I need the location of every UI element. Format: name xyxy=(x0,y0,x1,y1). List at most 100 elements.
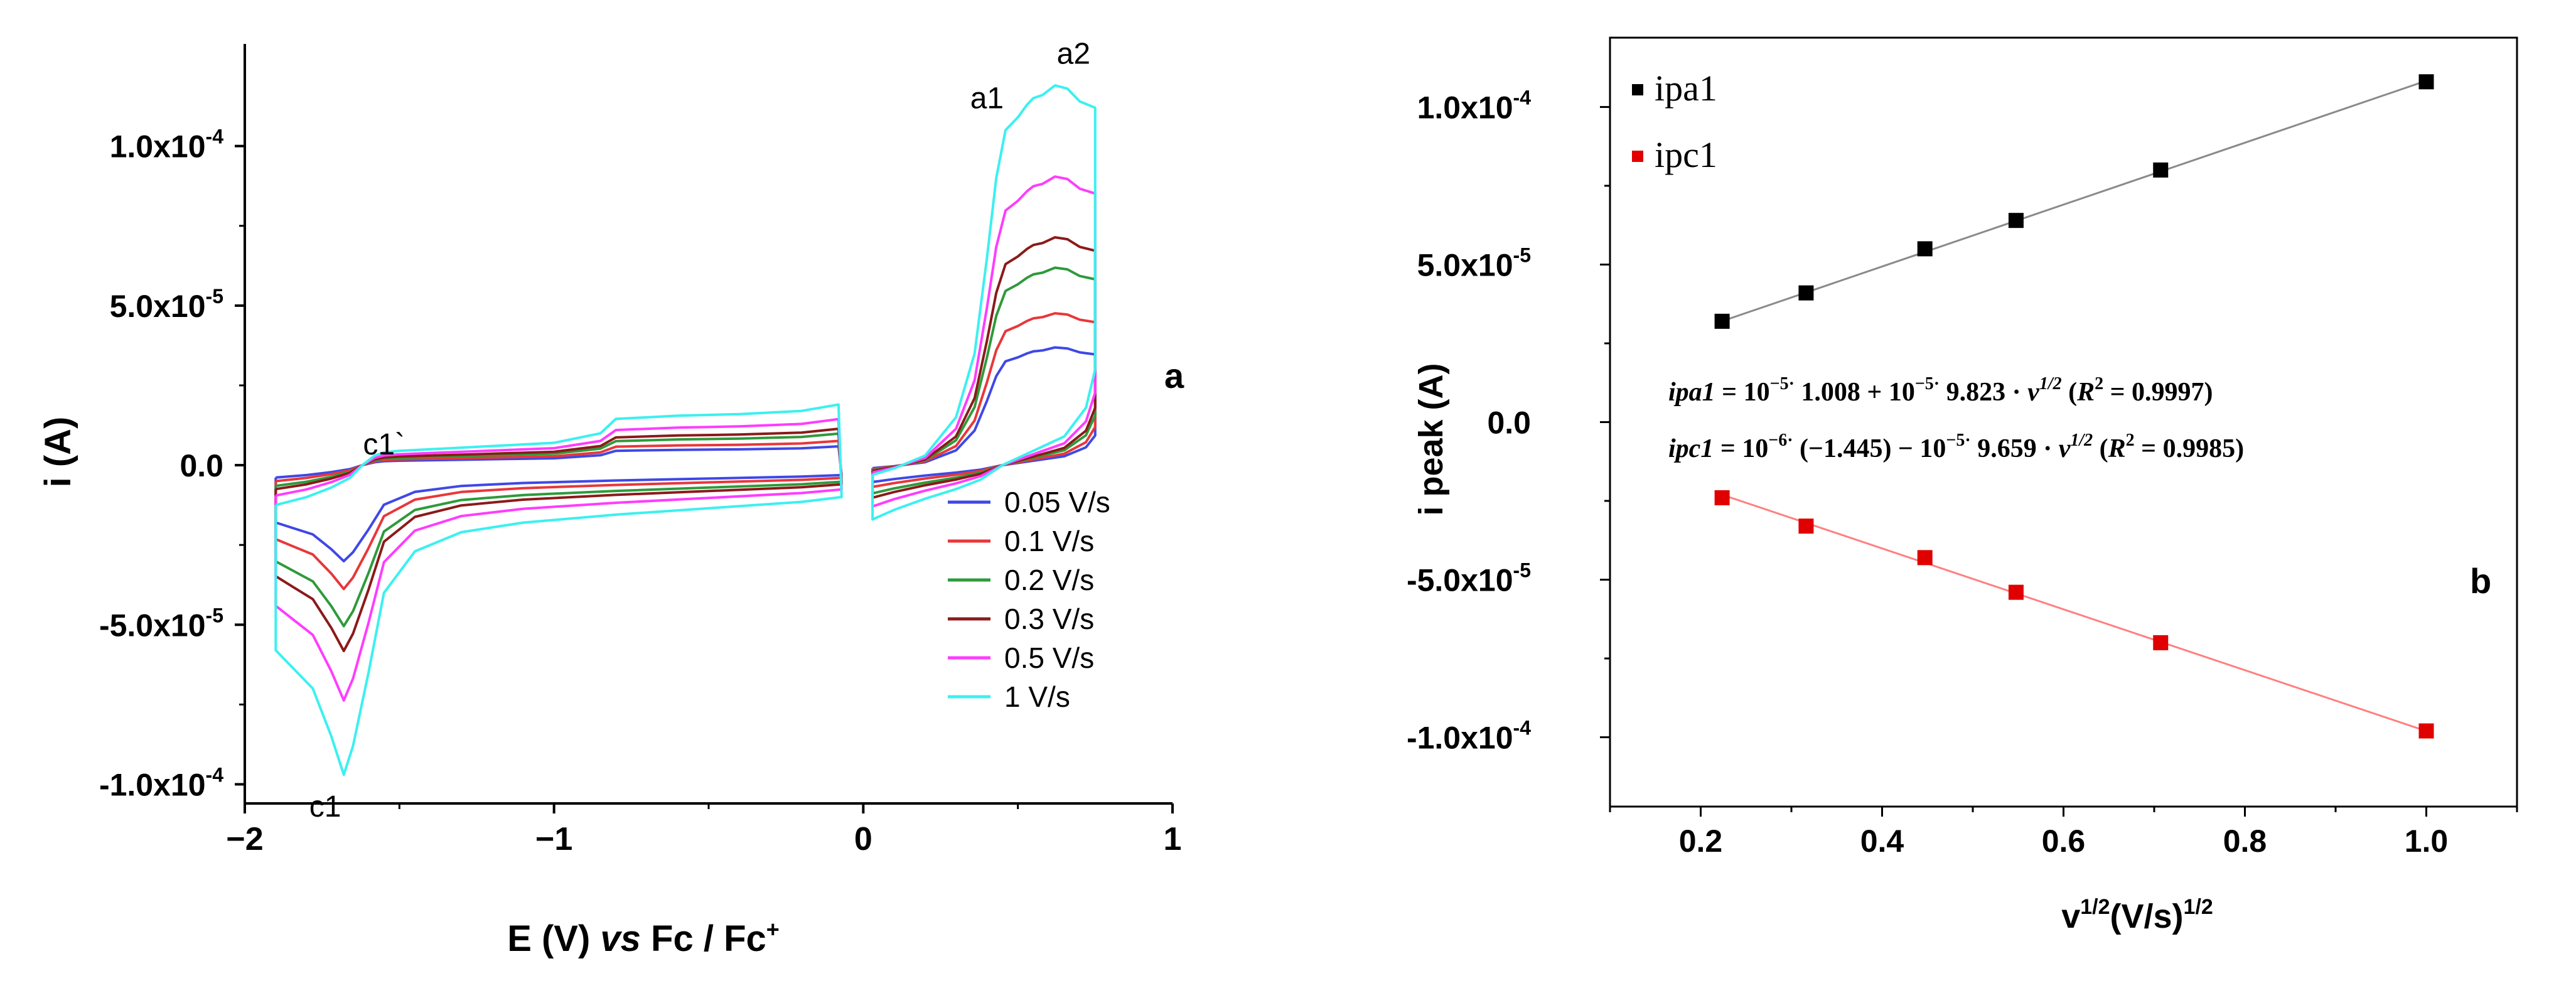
eq2-rval: = 0.9985) xyxy=(2135,434,2244,463)
equation-ipc1: ipc1 = 10−6· (−1.445) − 10−5· 9.659 · v1… xyxy=(1668,431,2244,463)
peak-y-tick-label: 1.0x10-4 xyxy=(1417,86,1532,125)
cv-x-tick-label: −2 xyxy=(226,821,263,857)
point-ipc1 xyxy=(2153,635,2169,650)
peak-x-title-main: v xyxy=(2061,898,2080,935)
legend-label: 0.3 V/s xyxy=(1004,603,1094,635)
eq2-exp1: −6· xyxy=(1768,431,1793,450)
eq1-eq: = 10 xyxy=(1715,378,1770,407)
eq1-vexp: 1/2 xyxy=(2039,374,2062,394)
eq2-m2: 9.659 · xyxy=(1971,434,2059,463)
cv-x-axis-title: E (V) vs Fc / Fc+ xyxy=(507,916,780,959)
eq2-r: R xyxy=(2108,434,2126,463)
fit-line-ipc1 xyxy=(1722,493,2427,733)
eq1-lhs: ipa1 xyxy=(1668,378,1715,407)
point-ipa1 xyxy=(2418,74,2434,90)
fit-line-ipa1 xyxy=(1722,80,2427,323)
peak-y-axis-title: i peak (A) xyxy=(1412,363,1450,515)
peak-x-tick-label: 0.4 xyxy=(1860,824,1904,859)
fit-lines xyxy=(1722,80,2427,733)
point-ipc1 xyxy=(1917,550,1933,566)
point-ipa1 xyxy=(1798,285,1814,301)
point-ipc1 xyxy=(2418,723,2434,739)
panel-label-b: b xyxy=(2470,561,2491,601)
data-points xyxy=(1714,74,2434,739)
legend-label-ipc1: ipc1 xyxy=(1655,134,1717,175)
point-ipa1 xyxy=(2153,162,2169,178)
eq1-exp2: −5· xyxy=(1915,374,1940,394)
legend-marker-ipc1 xyxy=(1632,151,1643,162)
eq1-m1: 1.008 + 10 xyxy=(1795,378,1915,407)
eq1-v: v xyxy=(2027,378,2040,407)
peak-x-tick-label: 0.2 xyxy=(1679,824,1723,859)
cv-panel: −2 −1 0 1 -1.0x10-4 -5.0x10-5 0.0 5.0x10-5 1.0x1… xyxy=(38,37,1184,959)
point-ipa1 xyxy=(2008,213,2024,228)
cv-y-tick-label: -5.0x10-5 xyxy=(99,604,223,643)
cv-curve-0-2-V-s-pos xyxy=(871,266,1097,495)
legend-label: 0.5 V/s xyxy=(1004,641,1094,674)
eq2-v: v xyxy=(2059,434,2071,463)
eq2-eq: = 10 xyxy=(1714,434,1768,463)
eq2-m1: (−1.445) − 10 xyxy=(1793,434,1946,463)
peak-label-a1: a1 xyxy=(970,82,1004,115)
peak-y-tick-label: 5.0x10-5 xyxy=(1417,244,1531,282)
eq1-rval: = 0.9997) xyxy=(2103,378,2213,407)
eq2-lhs: ipc1 xyxy=(1668,434,1714,463)
eq1-rexp: 2 xyxy=(2095,374,2103,394)
legend-marker-ipa1 xyxy=(1632,84,1643,95)
peak-axes: 0.2 0.4 0.6 0.8 1.0 -1.0x10-4 -5.0x10-5 0.0 5.0x… xyxy=(1407,86,2518,859)
cv-curve-0-05-V-s-pos xyxy=(871,346,1097,483)
eq2-exp2: −5· xyxy=(1946,431,1970,450)
peak-label-a2: a2 xyxy=(1057,37,1090,70)
peak-plot-border xyxy=(1609,36,2518,808)
peak-x-tick-label: 0.8 xyxy=(2223,824,2267,859)
cv-x-tick-label: 0 xyxy=(854,821,872,857)
cv-y-tick-label: 5.0x10-5 xyxy=(110,285,223,324)
point-ipa1 xyxy=(1714,313,1730,329)
peak-y-tick-label: -1.0x10-4 xyxy=(1407,717,1531,756)
cv-x-title-suffix: Fc / Fc xyxy=(641,918,766,959)
cv-curve-1-V-s-pos xyxy=(871,84,1097,521)
equation-ipa1: ipa1 = 10−5· 1.008 + 10−5· 9.823 · v1/2 … xyxy=(1668,374,2213,407)
peak-x-title-sup1: 1/2 xyxy=(2080,895,2110,919)
cv-legend: 0.05 V/s 0.1 V/s 0.2 V/s 0.3 V/s 0.5 V/s 1 V/… xyxy=(948,486,1110,713)
cv-curve-0-5-V-s-neg xyxy=(274,417,843,702)
peak-plot-frame xyxy=(1609,36,2518,808)
peak-x-tick-label: 0.6 xyxy=(2042,824,2086,859)
eq2-vexp: 1/2 xyxy=(2070,431,2093,450)
peak-label-c1: c1 xyxy=(309,790,341,824)
peak-label-c1-prime: c1` xyxy=(363,428,405,461)
legend-label: 0.05 V/s xyxy=(1004,486,1110,518)
peak-x-title-sup2: 1/2 xyxy=(2184,895,2213,919)
eq1-r: R xyxy=(2076,378,2095,407)
cv-curve-0-2-V-s-neg xyxy=(274,432,843,628)
point-ipc1 xyxy=(1714,490,1730,505)
legend-label: 1 V/s xyxy=(1004,680,1070,713)
cv-axes: −2 −1 0 1 -1.0x10-4 -5.0x10-5 0.0 5.0x10-5 1.0x1… xyxy=(99,44,1182,857)
peak-x-axis-title: v1/2(V/s)1/2 xyxy=(2061,895,2213,935)
cv-curve-0-5-V-s-pos xyxy=(871,175,1097,508)
cv-y-tick-label: 0.0 xyxy=(180,448,223,483)
cv-curve-1-V-s-neg xyxy=(274,403,843,776)
cv-x-tick-label: −1 xyxy=(535,821,572,857)
cv-x-tick-label: 1 xyxy=(1164,821,1182,857)
peak-current-panel: 0.2 0.4 0.6 0.8 1.0 -1.0x10-4 -5.0x10-5 0.0 5.0x… xyxy=(1407,36,2518,935)
cv-y-tick-label: -1.0x10-4 xyxy=(99,763,223,802)
peak-y-tick-label: 0.0 xyxy=(1487,405,1531,441)
point-ipc1 xyxy=(2008,584,2024,600)
legend-label: 0.2 V/s xyxy=(1004,564,1094,596)
eq1-m2: 9.823 · xyxy=(1940,378,2027,407)
cv-y-axis-title: i (A) xyxy=(38,417,78,488)
peak-y-tick-label: -5.0x10-5 xyxy=(1407,559,1531,598)
panel-label-a: a xyxy=(1164,356,1184,395)
eq1-exp1: −5· xyxy=(1770,374,1795,394)
cv-y-tick-label: 1.0x10-4 xyxy=(110,126,224,164)
cv-x-title-prefix: E (V) xyxy=(507,918,600,959)
legend-label-ipa1: ipa1 xyxy=(1655,68,1717,109)
cv-x-title-sup: + xyxy=(766,916,780,942)
point-ipc1 xyxy=(1798,518,1814,534)
peak-x-tick-label: 1.0 xyxy=(2405,824,2449,859)
legend-label: 0.1 V/s xyxy=(1004,525,1094,557)
eq1-ropen: ( xyxy=(2062,378,2078,407)
cv-curve-0-1-V-s-neg xyxy=(274,439,843,591)
